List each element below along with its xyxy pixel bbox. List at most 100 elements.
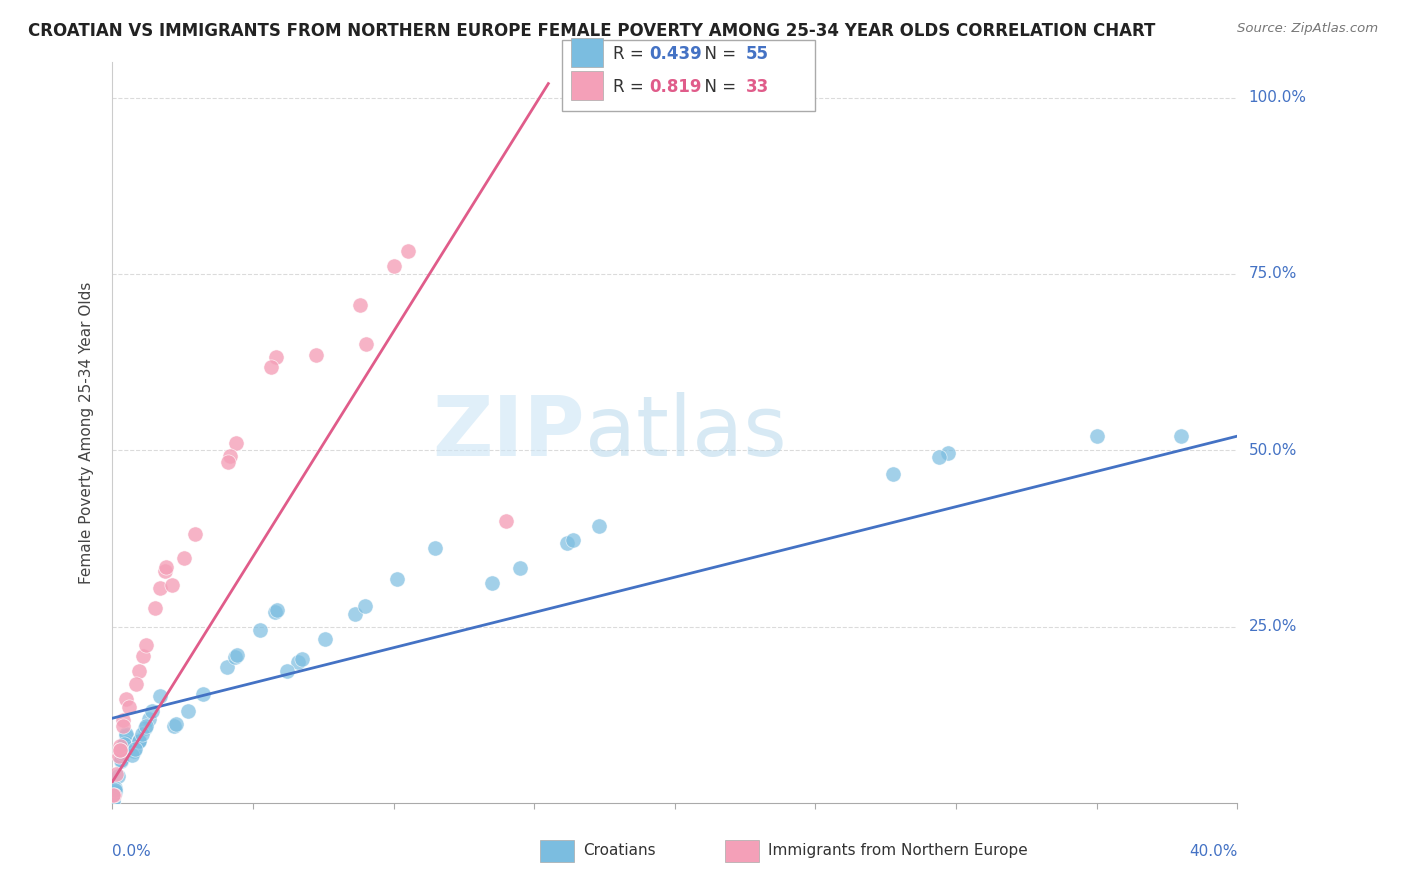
Point — [173, 551, 195, 566]
Text: N =: N = — [695, 45, 741, 63]
Point — [114, 735, 136, 749]
Point — [104, 783, 127, 797]
Text: Source: ZipAtlas.com: Source: ZipAtlas.com — [1237, 22, 1378, 36]
Text: atlas: atlas — [585, 392, 786, 473]
Text: 75.0%: 75.0% — [1249, 267, 1296, 282]
Point — [305, 348, 328, 362]
Point — [561, 533, 583, 547]
Point — [266, 603, 288, 617]
Point — [495, 514, 517, 528]
Text: 40.0%: 40.0% — [1189, 845, 1237, 860]
Point — [118, 700, 141, 714]
Point — [353, 599, 375, 613]
Point — [115, 727, 138, 741]
Text: R =: R = — [613, 78, 650, 96]
Point — [276, 664, 298, 678]
Point — [217, 455, 239, 469]
Point — [588, 519, 610, 533]
Point — [249, 623, 271, 637]
Point — [287, 655, 309, 669]
Point — [509, 561, 531, 575]
FancyBboxPatch shape — [571, 37, 603, 67]
Point — [226, 648, 249, 663]
Text: Immigrants from Northern Europe: Immigrants from Northern Europe — [768, 844, 1028, 858]
Point — [112, 714, 135, 728]
Point — [264, 605, 287, 619]
Text: 50.0%: 50.0% — [1249, 442, 1296, 458]
Point — [112, 737, 135, 751]
Point — [928, 450, 950, 464]
Text: CROATIAN VS IMMIGRANTS FROM NORTHERN EUROPE FEMALE POVERTY AMONG 25-34 YEAR OLDS: CROATIAN VS IMMIGRANTS FROM NORTHERN EUR… — [28, 22, 1156, 40]
FancyBboxPatch shape — [540, 840, 574, 862]
Point — [128, 733, 150, 747]
Point — [1170, 429, 1192, 443]
Text: ZIP: ZIP — [433, 392, 585, 473]
Text: Croatians: Croatians — [582, 844, 655, 858]
Point — [149, 689, 172, 703]
Point — [105, 767, 128, 781]
Text: 0.819: 0.819 — [650, 78, 702, 96]
Point — [111, 746, 134, 760]
Point — [115, 729, 138, 743]
Point — [191, 687, 214, 701]
Point — [224, 650, 246, 665]
Point — [124, 744, 146, 758]
Point — [103, 788, 125, 802]
Point — [107, 749, 129, 764]
Point — [124, 742, 146, 756]
Point — [110, 754, 132, 768]
FancyBboxPatch shape — [725, 840, 759, 862]
Text: 0.0%: 0.0% — [112, 845, 152, 860]
Point — [225, 436, 247, 450]
Point — [115, 692, 138, 706]
Point — [260, 359, 283, 374]
Text: 55: 55 — [745, 45, 769, 63]
Point — [385, 573, 408, 587]
Point — [555, 536, 578, 550]
Point — [143, 601, 166, 615]
Text: 25.0%: 25.0% — [1249, 619, 1296, 634]
Point — [134, 721, 156, 735]
Point — [104, 785, 127, 799]
Text: 33: 33 — [745, 78, 769, 96]
Point — [396, 244, 419, 258]
Text: R =: R = — [613, 45, 650, 63]
Point — [128, 665, 150, 679]
Point — [135, 638, 157, 652]
Point — [382, 260, 405, 274]
Point — [160, 578, 183, 592]
Point — [104, 785, 127, 799]
Point — [107, 769, 129, 783]
Point — [344, 607, 367, 621]
Point — [108, 739, 131, 753]
Point — [128, 732, 150, 747]
Point — [138, 713, 160, 727]
Point — [108, 743, 131, 757]
Point — [163, 719, 186, 733]
Point — [128, 734, 150, 748]
Point — [111, 744, 134, 758]
Point — [111, 719, 134, 733]
Text: 0.439: 0.439 — [650, 45, 702, 63]
Point — [131, 727, 153, 741]
Point — [423, 541, 446, 555]
Point — [110, 753, 132, 767]
Point — [314, 632, 336, 647]
Point — [291, 651, 314, 665]
Point — [103, 791, 125, 805]
Point — [149, 581, 172, 595]
Point — [481, 576, 503, 591]
Point — [131, 649, 153, 664]
Point — [121, 747, 143, 762]
Point — [882, 467, 904, 481]
Point — [177, 704, 200, 718]
Point — [165, 717, 187, 731]
Point — [1085, 429, 1108, 443]
FancyBboxPatch shape — [571, 70, 603, 101]
Point — [354, 337, 377, 351]
Point — [101, 794, 124, 808]
FancyBboxPatch shape — [562, 40, 815, 111]
Point — [264, 350, 287, 364]
Point — [124, 676, 146, 690]
Y-axis label: Female Poverty Among 25-34 Year Olds: Female Poverty Among 25-34 Year Olds — [79, 282, 94, 583]
